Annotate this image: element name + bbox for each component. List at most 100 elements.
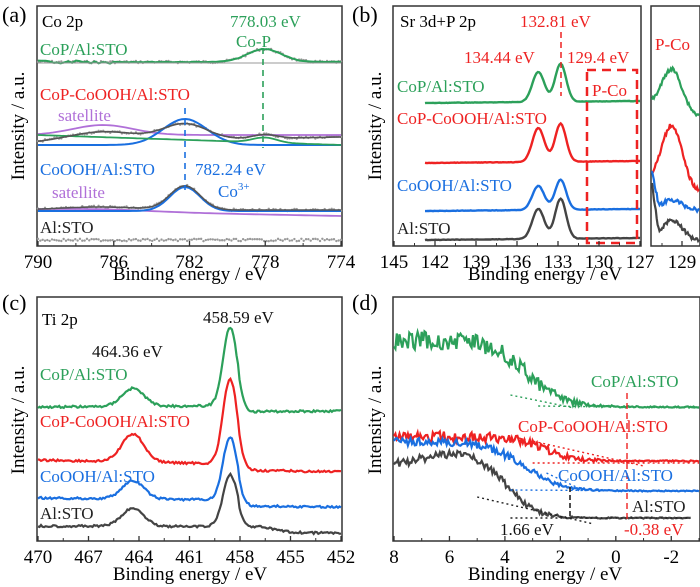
data-point xyxy=(148,239,152,242)
data-point xyxy=(244,238,247,242)
data-point xyxy=(302,239,305,243)
data-point xyxy=(337,239,340,242)
series-label-cop-b: CoP/Al:STO xyxy=(397,77,485,96)
data-point xyxy=(95,237,98,241)
spectrum-cooh-d xyxy=(393,434,700,493)
data-point xyxy=(325,237,329,241)
data-point xyxy=(328,238,331,242)
data-point xyxy=(118,238,121,242)
spectrum-alsto-b xyxy=(424,197,641,242)
data-point xyxy=(183,237,187,241)
curves-d xyxy=(393,327,700,525)
data-point xyxy=(111,238,114,242)
data-point xyxy=(211,238,215,241)
data-point xyxy=(237,239,240,243)
data-point xyxy=(92,238,96,241)
fit-co3-2 xyxy=(38,185,341,212)
series-label-cop-cooh-a: CoP-CoOOH/Al:STO xyxy=(40,85,190,104)
data-point xyxy=(335,239,338,243)
panel-title-b: Sr 3d+P 2p xyxy=(400,12,476,31)
data-point xyxy=(120,239,124,243)
data-point xyxy=(241,237,245,241)
x-tick-label: 2 xyxy=(556,547,566,568)
inset-spectrum-alsto xyxy=(650,182,700,244)
spectrum-cop-cooh-d xyxy=(393,428,700,465)
data-point xyxy=(167,237,170,241)
data-point xyxy=(39,239,42,242)
data-point xyxy=(88,239,91,242)
x-tick-label: 778 xyxy=(251,252,280,273)
data-point xyxy=(297,239,301,243)
data-point xyxy=(330,238,333,241)
x-ticks-d: 8 6 4 2 0 -2 xyxy=(389,536,700,568)
data-point xyxy=(160,238,163,241)
spectrum-cooh-c xyxy=(37,436,342,510)
fit-envelope-2 xyxy=(37,184,341,211)
data-point xyxy=(141,237,145,241)
data-point xyxy=(258,238,261,241)
data-point xyxy=(239,239,242,243)
data-point xyxy=(109,60,112,63)
data-point xyxy=(248,237,252,241)
annotation-45859: 458.59 eV xyxy=(203,308,275,327)
x-tick-label: 464 xyxy=(125,547,154,568)
data-point xyxy=(316,238,319,241)
data-point xyxy=(81,239,84,242)
x-tick-label: 127 xyxy=(626,252,655,273)
x-ticks-c: 470 467 464 461 458 455 452 xyxy=(24,536,355,568)
data-point xyxy=(190,238,194,241)
data-point xyxy=(57,239,61,242)
data-point xyxy=(162,239,166,242)
fit-co-p-1 xyxy=(37,134,342,146)
data-point xyxy=(288,239,291,242)
data-point xyxy=(318,239,322,243)
x-tick-label: -2 xyxy=(663,547,679,568)
data-point xyxy=(48,239,51,243)
data-point xyxy=(283,238,287,241)
panel-letter-d: (d) xyxy=(352,290,378,315)
data-point xyxy=(176,239,180,243)
tangent-cop-cooh xyxy=(518,437,644,467)
satellite-label-2: satellite xyxy=(52,183,105,202)
tangent-cooh xyxy=(546,472,583,491)
data-point xyxy=(146,237,149,241)
series-label-cooh-d: CoOOH/Al:STO xyxy=(558,466,673,485)
y-axis-title-d: Intensity / a.u. xyxy=(365,366,386,475)
annotation-1294: 129.4 eV xyxy=(567,48,630,67)
series-label-cop-d: CoP/Al:STO xyxy=(591,372,679,391)
data-point xyxy=(234,237,238,241)
data-point xyxy=(123,239,126,242)
data-point xyxy=(206,238,210,241)
data-point xyxy=(97,238,100,241)
data-point xyxy=(255,238,259,241)
raw-points-alsto xyxy=(36,237,343,243)
data-point xyxy=(50,238,54,241)
data-point xyxy=(232,237,235,241)
x-tick-label: 461 xyxy=(175,547,204,568)
panel-letter-b: (b) xyxy=(352,2,378,27)
data-point xyxy=(125,239,128,243)
data-point xyxy=(71,239,75,242)
data-point xyxy=(185,239,189,243)
data-point xyxy=(276,237,280,241)
data-point xyxy=(74,238,77,241)
x-tick-label: 145 xyxy=(380,252,409,273)
x-tick-label: 6 xyxy=(445,547,455,568)
data-point xyxy=(36,237,40,241)
series-label-alsto-a: Al:STO xyxy=(40,218,94,237)
x-tick-label: 142 xyxy=(421,252,450,273)
data-point xyxy=(106,239,110,242)
plot-frame-b-inset xyxy=(650,5,700,247)
x-tick-label: 4 xyxy=(500,547,510,568)
data-point xyxy=(109,239,112,242)
data-point xyxy=(155,237,159,241)
data-point xyxy=(281,239,284,242)
data-point xyxy=(134,237,138,241)
data-point xyxy=(246,238,249,241)
data-point xyxy=(293,237,296,241)
spectrum-alsto-c xyxy=(37,471,341,536)
baseline-cooh-d xyxy=(510,489,700,492)
data-point xyxy=(188,238,191,242)
data-point xyxy=(104,239,107,242)
data-point xyxy=(274,239,277,242)
